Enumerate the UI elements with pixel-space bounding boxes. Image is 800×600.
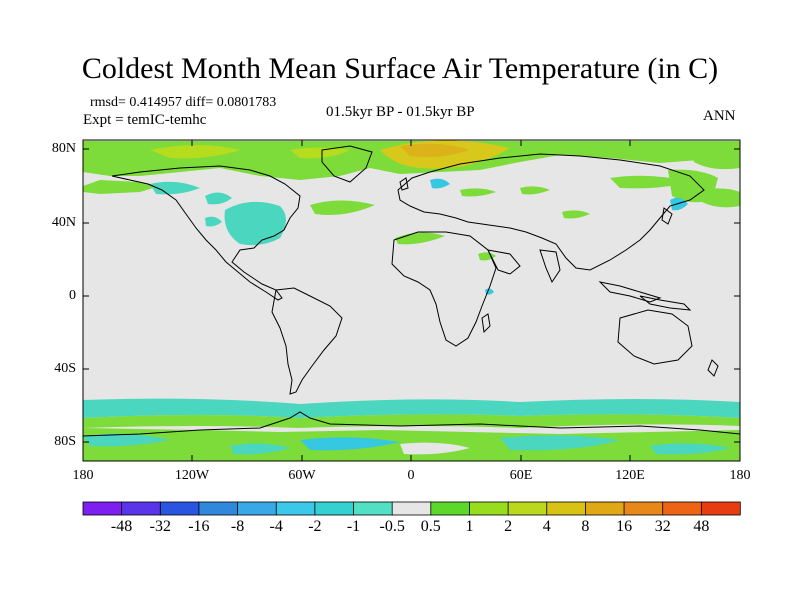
colorbar-label: -0.5 [379, 518, 405, 535]
lat-tick-label: 40S [54, 361, 76, 376]
coastlines [82, 145, 741, 437]
experiment-label: Expt = temIC-temhc [83, 112, 207, 128]
period-label: 01.5kyr BP - 01.5kyr BP [326, 104, 475, 120]
colorbar-swatch [469, 501, 509, 516]
colorbar-swatch [353, 501, 393, 516]
lon-tick-label: 180 [729, 468, 751, 483]
lon-tick-label: 120W [174, 468, 210, 483]
lon-tick-label: 120E [615, 468, 645, 483]
colorbar-swatch [585, 501, 625, 516]
antarctic-anomaly-field [83, 398, 740, 461]
colorbar-label: 1 [465, 518, 474, 535]
colorbar-label: -2 [308, 518, 322, 535]
colorbar-swatch [159, 501, 200, 516]
colorbar-label: 8 [581, 518, 590, 535]
arctic-anomaly-field [83, 140, 740, 261]
colorbar-swatch [275, 501, 316, 516]
colorbar-swatch [82, 501, 123, 516]
colorbar-swatch [121, 501, 162, 516]
colorbar-swatch [662, 501, 703, 516]
lon-tick-label: 180 [72, 468, 94, 483]
colorbar-swatch [198, 501, 239, 516]
colorbar-swatch [391, 501, 432, 516]
colorbar-label: 48 [693, 518, 710, 535]
lat-tick-label: 80S [54, 434, 76, 449]
tick-marks [82, 140, 741, 461]
colorbar-label: 2 [504, 518, 513, 535]
lon-tick-label: 0 [407, 468, 415, 483]
colorbar-label: -32 [149, 518, 171, 535]
season-label: ANN [703, 108, 736, 124]
stats-text: rmsd= 0.414957 diff= 0.0801783 [90, 95, 277, 110]
lon-tick-label: 60E [509, 468, 533, 483]
colorbar-label: 4 [542, 518, 551, 535]
map-panel [82, 139, 741, 462]
colorbar-swatch [237, 501, 277, 516]
colorbar-label: -16 [188, 518, 210, 535]
colorbar-swatch [314, 501, 355, 516]
colorbar-swatch [430, 501, 471, 516]
colorbar-label: 32 [654, 518, 671, 535]
colorbar-label: -1 [346, 518, 361, 535]
colorbar-label: -8 [230, 518, 245, 535]
north-america-cool-field [150, 178, 688, 295]
colorbar-swatch [546, 501, 587, 516]
colorbar [82, 501, 741, 516]
colorbar-label: 16 [616, 518, 633, 535]
lon-tick-label: 60W [288, 468, 316, 483]
colorbar-swatch [623, 501, 664, 516]
lat-tick-label: 40N [51, 215, 76, 230]
map-title: Coldest Month Mean Surface Air Temperatu… [81, 52, 719, 85]
colorbar-swatch [700, 501, 741, 516]
colorbar-label: 0.5 [420, 518, 441, 535]
colorbar-label: -4 [269, 518, 283, 535]
colorbar-label: -48 [110, 518, 133, 535]
lat-tick-label: 0 [69, 288, 76, 303]
colorbar-swatch [507, 501, 548, 516]
lat-tick-label: 80N [51, 141, 76, 156]
